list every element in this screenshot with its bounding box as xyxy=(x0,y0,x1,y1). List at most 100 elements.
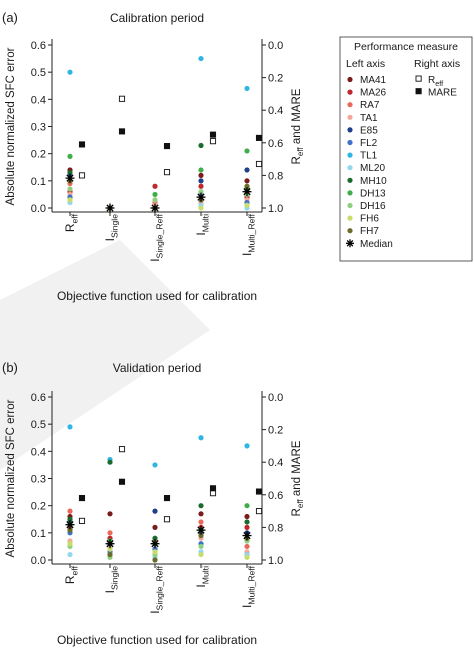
legend-median-marker xyxy=(346,239,354,248)
x-tick-label: ISingle xyxy=(103,214,120,242)
point-reff xyxy=(78,172,86,179)
point-e85 xyxy=(198,178,204,184)
y-tick-label: 0.1 xyxy=(31,528,46,540)
point-dh13 xyxy=(67,153,73,159)
point-ma26 xyxy=(198,183,204,189)
y-tick-label: 0.3 xyxy=(31,474,46,486)
point-mh10 xyxy=(67,170,73,176)
legend-label-fh6: FH6 xyxy=(360,214,379,225)
y-tick-label: 0.1 xyxy=(31,176,46,188)
point-ma41 xyxy=(152,524,158,531)
x-tick-label: IMulti xyxy=(194,214,211,236)
x-tick-label: IMulti_Reff xyxy=(240,565,257,608)
point-fh6 xyxy=(107,546,113,552)
point-fh6 xyxy=(198,551,204,558)
legend-marker-ta1 xyxy=(347,114,353,120)
y2-tick-label: 0.8 xyxy=(268,522,283,534)
median-marker xyxy=(65,520,75,530)
legend-label-tl1: TL1 xyxy=(360,151,378,162)
legend-marker-ma41 xyxy=(347,76,353,83)
legend-label-ma26: MA26 xyxy=(360,88,387,99)
point-fh7 xyxy=(244,183,250,189)
median-marker xyxy=(242,531,252,541)
legend-label-fl2: FL2 xyxy=(360,138,378,149)
point-tl1 xyxy=(198,435,204,441)
point-mare xyxy=(209,485,217,492)
point-ma41 xyxy=(107,511,113,517)
x-tick-label: ISingle_Reff xyxy=(148,565,165,613)
point-dh16 xyxy=(198,543,204,550)
point-ma26 xyxy=(244,524,250,531)
y-tick-label: 0.5 xyxy=(31,419,46,431)
legend-label-ra7: RA7 xyxy=(360,100,380,111)
legend-label-median: Median xyxy=(360,239,393,250)
panel-label: (b) xyxy=(2,360,18,375)
point-reff xyxy=(209,490,217,497)
legend-marker-fl2 xyxy=(347,139,353,146)
point-e85 xyxy=(244,167,250,173)
legend-label-dh16: DH16 xyxy=(360,201,386,212)
point-reff xyxy=(118,446,126,453)
point-reff xyxy=(255,508,263,515)
point-ma41 xyxy=(244,513,250,520)
point-mare xyxy=(78,495,86,502)
point-dh13 xyxy=(152,191,158,198)
point-dh16 xyxy=(67,186,73,192)
point-reff xyxy=(78,517,86,524)
point-ma41 xyxy=(198,172,204,178)
y-tick-label: 0.6 xyxy=(31,40,46,52)
y2-axis-label: Reff and MARE xyxy=(291,440,305,516)
chart-title: Validation period xyxy=(113,361,202,375)
point-fh6 xyxy=(67,541,73,547)
legend-marker-e85 xyxy=(347,127,353,133)
point-mare xyxy=(255,134,263,141)
point-reff xyxy=(163,516,171,523)
y2-tick-label: 0.4 xyxy=(268,105,283,117)
legend-marker-ml20 xyxy=(347,165,353,171)
point-mare xyxy=(78,141,86,148)
point-ra7 xyxy=(67,508,73,514)
median-marker xyxy=(105,203,115,213)
point-tl1 xyxy=(67,424,73,430)
y2-tick-label: 0.2 xyxy=(268,73,283,85)
y-tick-label: 0.3 xyxy=(31,122,46,134)
legend-label-dh13: DH13 xyxy=(360,188,386,199)
legend-box xyxy=(339,36,473,262)
point-mare xyxy=(118,128,126,135)
y-tick-label: 0.0 xyxy=(31,203,46,215)
point-ma41 xyxy=(198,511,204,517)
y2-axis-label: Reff and MARE xyxy=(291,88,305,164)
y2-tick-label: 0.0 xyxy=(268,40,283,52)
point-fh6 xyxy=(67,197,73,203)
y2-tick-label: 0.2 xyxy=(268,425,283,437)
point-dh16 xyxy=(198,189,204,195)
legend-label-ml20: ML20 xyxy=(360,163,385,174)
y2-tick-label: 0.8 xyxy=(268,170,283,182)
point-reff xyxy=(209,138,217,145)
x-tick-label: IMulti xyxy=(194,566,211,588)
left-axis-points xyxy=(65,55,252,213)
point-mare xyxy=(163,495,171,502)
point-mare xyxy=(255,488,263,495)
point-tl1 xyxy=(244,443,250,449)
y2-tick-label: 0.4 xyxy=(268,457,283,469)
y2-tick-label: 1.0 xyxy=(268,203,283,215)
legend-marker-dh13 xyxy=(347,190,353,196)
legend-label-mh10: MH10 xyxy=(360,176,387,187)
legend-marker-ma26 xyxy=(347,89,353,95)
point-tl1 xyxy=(152,462,158,468)
point-reff xyxy=(118,95,126,102)
point-fh7 xyxy=(152,557,158,563)
point-mare xyxy=(118,478,126,485)
point-tl1 xyxy=(67,69,73,75)
legend-left-heading: Left axis xyxy=(346,58,385,70)
y-tick-label: 0.2 xyxy=(31,149,46,161)
background-shape xyxy=(0,240,210,470)
right-axis-points xyxy=(78,95,263,179)
point-fh7 xyxy=(67,527,73,533)
panels: (a) Calibration period 0.0 0.1 0.2 0.3 0.4 0.5 0… xyxy=(2,10,305,647)
point-tl1 xyxy=(198,55,204,62)
point-fh6 xyxy=(152,549,158,555)
point-mh10 xyxy=(107,459,113,465)
